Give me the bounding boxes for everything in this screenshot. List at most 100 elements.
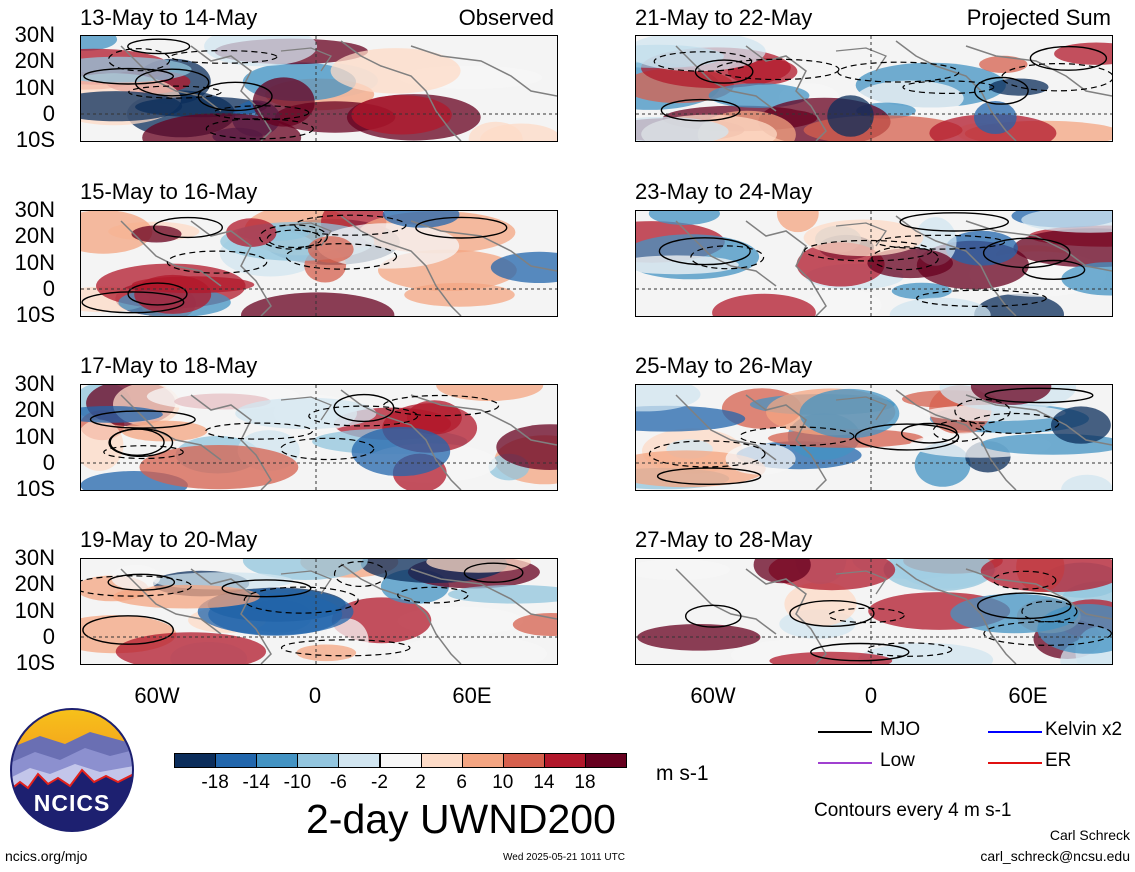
map-panel: [80, 558, 558, 665]
colorbar-swatch: [420, 753, 463, 768]
colorbar-swatch: [297, 753, 340, 768]
mjo-contour-negative: [213, 105, 310, 121]
mjo-contour-positive: [127, 38, 191, 55]
colorbar-tick-label: 10: [492, 772, 514, 793]
latitude-label: 30N: [14, 371, 55, 396]
legend-line: [818, 762, 872, 764]
longitude-label: 0: [864, 683, 878, 708]
mjo-contour-negative: [954, 398, 1011, 424]
mjo-contour-positive: [789, 600, 875, 628]
wind-anomaly-shading: [1013, 228, 1112, 268]
colorbar-swatch: [256, 753, 299, 768]
mjo-contour-negative: [259, 224, 328, 250]
wind-anomaly-shading: [636, 116, 729, 141]
wind-anomaly-shading: [235, 397, 377, 430]
map-panel: [80, 384, 558, 491]
panel-title: 17-May to 18-May: [80, 353, 258, 378]
mjo-contour-negative: [170, 49, 278, 64]
colorbar-tick-label: 2: [415, 772, 426, 793]
colorbar-tick-label: 6: [456, 772, 467, 793]
mjo-contour-negative: [103, 445, 184, 460]
wind-anomaly-shading: [307, 236, 354, 263]
mjo-contour-positive: [899, 212, 1010, 232]
mjo-contour-negative: [81, 575, 192, 597]
longitude-label: 0: [308, 683, 322, 708]
mjo-contour-negative: [715, 58, 840, 81]
latitude-label: 10N: [14, 597, 55, 623]
coastline: [190, 394, 272, 490]
coastline: [340, 40, 462, 141]
colorbar-swatch: [543, 753, 586, 768]
wind-anomaly-shading: [496, 424, 557, 470]
mjo-contour-positive: [109, 428, 165, 456]
panel-tag: Projected Sum: [966, 5, 1111, 30]
colorbar-tick-label: -2: [371, 772, 388, 793]
coastline: [190, 220, 272, 316]
mjo-contour-negative: [804, 239, 933, 262]
wind-anomaly-shading: [242, 559, 368, 580]
wind-anomaly-shading: [81, 36, 118, 51]
wind-anomaly-shading: [382, 211, 460, 228]
wind-anomaly-shading: [436, 385, 544, 401]
mjo-contour-negative: [739, 426, 855, 447]
wind-anomaly-shading: [867, 248, 953, 279]
wind-anomaly-shading: [636, 385, 701, 412]
wind-anomaly-shading: [636, 405, 746, 432]
coastline: [280, 222, 332, 247]
longitude-label: 60E: [1008, 683, 1048, 708]
latitude-label: 10N: [14, 249, 55, 275]
colorbar-tick-label: -14: [242, 772, 270, 793]
latitude-label: 10N: [14, 423, 55, 449]
wind-anomaly-shading: [1054, 42, 1112, 65]
longitude-label: 60E: [452, 683, 492, 708]
map-panel: [635, 384, 1113, 491]
wind-anomaly-shading: [81, 419, 124, 471]
main-title: 2-day UWND200: [306, 796, 616, 842]
mjo-contour-positive: [656, 467, 762, 485]
wind-anomaly-shading: [648, 211, 720, 225]
panel-title: 23-May to 24-May: [635, 179, 813, 204]
wind-anomaly-shading: [883, 559, 995, 592]
coastline: [895, 215, 1017, 316]
wind-anomaly-shading: [974, 293, 1064, 316]
mjo-contour-positive: [89, 410, 196, 429]
coastline: [745, 394, 827, 490]
coastline: [410, 220, 557, 272]
mjo-contour-positive: [854, 423, 960, 451]
wind-anomaly-shading: [296, 644, 357, 662]
coastline: [675, 568, 777, 635]
contours-note: Contours every 4 m s-1: [814, 800, 1012, 821]
legend-line: [988, 731, 1042, 733]
mjo-contour-positive: [127, 282, 188, 306]
legend-line: [818, 731, 872, 733]
latitude-label: 20N: [14, 223, 55, 249]
wind-anomaly-shading: [139, 445, 299, 490]
latitude-label: 30N: [14, 197, 55, 222]
mjo-contour-negative: [1021, 600, 1078, 623]
mjo-contour-positive: [982, 237, 1071, 269]
wind-anomaly-shading: [115, 632, 267, 664]
wind-anomaly-shading: [712, 293, 816, 316]
mjo-contour-negative: [383, 394, 500, 417]
coastline: [410, 45, 557, 97]
footer-author: Carl Schreck: [1049, 827, 1130, 843]
mjo-contour-negative: [828, 607, 905, 624]
wind-anomaly-shading: [753, 559, 811, 584]
wind-anomaly-shading: [142, 113, 302, 141]
coastline: [340, 215, 462, 316]
latitude-label: 30N: [14, 545, 55, 570]
colorbar-swatch: [338, 753, 381, 768]
wind-anomaly-shading: [784, 582, 857, 626]
coastline: [280, 570, 332, 595]
coastline: [745, 568, 827, 664]
ncics-logo: NCICS: [10, 708, 134, 832]
coastline: [190, 568, 272, 664]
coastline: [965, 568, 1112, 620]
mjo-contour-positive: [810, 642, 910, 662]
coastline: [895, 389, 1017, 490]
wind-anomaly-shading: [891, 282, 952, 300]
latitude-label: 20N: [14, 48, 55, 74]
colorbar-swatch: [502, 753, 545, 768]
mjo-contour-negative: [266, 229, 322, 249]
wind-anomaly-shading: [81, 211, 153, 254]
